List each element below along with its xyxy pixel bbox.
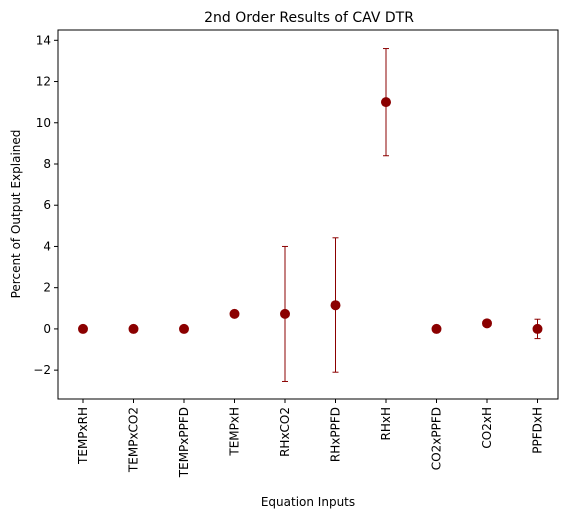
x-tick-label: CO2xPPFD [430,407,444,470]
y-tick-label: 0 [43,322,51,336]
y-tick-label: 2 [43,281,51,295]
y-tick-label: 4 [43,239,51,253]
data-point [330,300,341,311]
data-point [229,308,240,319]
data-point [179,323,189,334]
x-tick-label: RHxH [379,407,393,441]
x-tick-label: CO2xH [480,407,494,449]
error-bars [282,48,541,382]
x-tick-label: PPFDxH [531,407,545,454]
data-point [280,308,290,319]
y-axis-label: Percent of Output Explained [9,130,23,299]
x-tick-label: TEMPxH [228,407,242,457]
data-point [78,323,88,334]
x-axis: TEMPxRH TEMPxCO2 TEMPxPPFD TEMPxH RHxCO2 RHxP… [76,399,545,478]
chart-title: 2nd Order Results of CAV DTR [204,10,414,26]
data-point [482,318,492,329]
x-tick-label: TEMPxRH [76,407,90,465]
y-tick-label: 10 [36,116,51,130]
data-point [431,323,442,334]
data-point [381,97,391,108]
x-tick-label: TEMPxCO2 [127,407,141,473]
data-point [128,323,139,334]
y-tick-label: 14 [36,33,51,47]
x-tick-label: RHxPPFD [329,407,343,462]
y-tick-label: 12 [36,75,51,89]
x-tick-label: TEMPxPPFD [177,407,191,478]
data-points [78,97,543,334]
y-axis: −2 0 2 4 6 8 10 12 14 [33,33,58,377]
x-axis-label: Equation Inputs [261,495,355,509]
y-tick-label: 6 [43,198,51,212]
x-tick-label: RHxCO2 [278,407,292,457]
plot-area [57,29,559,400]
y-tick-label: −2 [33,363,51,377]
data-point [532,323,543,334]
y-tick-label: 8 [43,157,51,171]
